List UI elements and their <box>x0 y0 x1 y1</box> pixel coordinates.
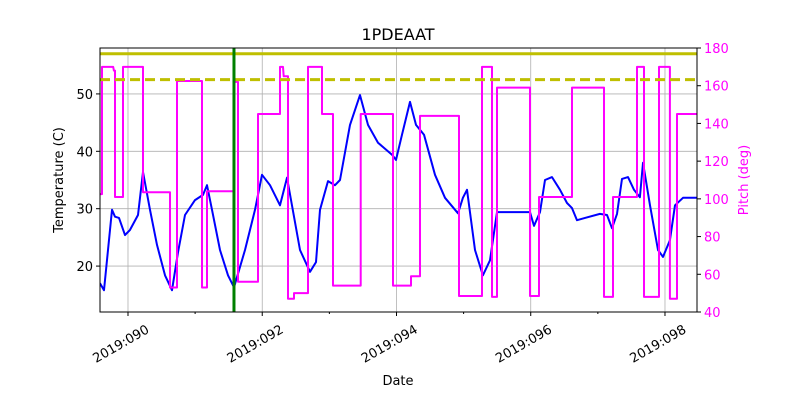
x-tick-label: 2019:098 <box>628 322 689 366</box>
y2-tick-label: 160 <box>704 80 729 95</box>
y-tick-label: 20 <box>76 260 93 275</box>
x-tick-label: 2019:096 <box>493 322 554 366</box>
y2-tick-label: 120 <box>704 155 729 170</box>
y2-tick-label: 80 <box>704 231 721 246</box>
y2-tick-label: 60 <box>704 268 721 283</box>
y2-tick-label: 40 <box>704 306 721 321</box>
x-axis-label: Date <box>382 374 413 389</box>
y2-axis-label: Pitch (deg) <box>737 145 752 215</box>
plot-frame <box>99 47 698 313</box>
y2-tick-label: 180 <box>704 42 729 57</box>
temperature-series-line <box>100 94 697 292</box>
chart-title: 1PDEAAT <box>361 25 434 44</box>
y2-tick-label: 100 <box>704 193 729 208</box>
x-tick-label: 2019:092 <box>225 322 286 366</box>
y2-tick-label: 140 <box>704 117 729 132</box>
y-tick-label: 30 <box>76 203 93 218</box>
y-tick-label: 40 <box>76 145 93 160</box>
y-axis-label: Temperature (C) <box>52 127 67 234</box>
x-tick-label: 2019:094 <box>359 322 420 366</box>
x-tick-label: 2019:090 <box>91 322 152 366</box>
y-tick-label: 50 <box>76 88 93 103</box>
pitch-series-line <box>100 65 697 300</box>
